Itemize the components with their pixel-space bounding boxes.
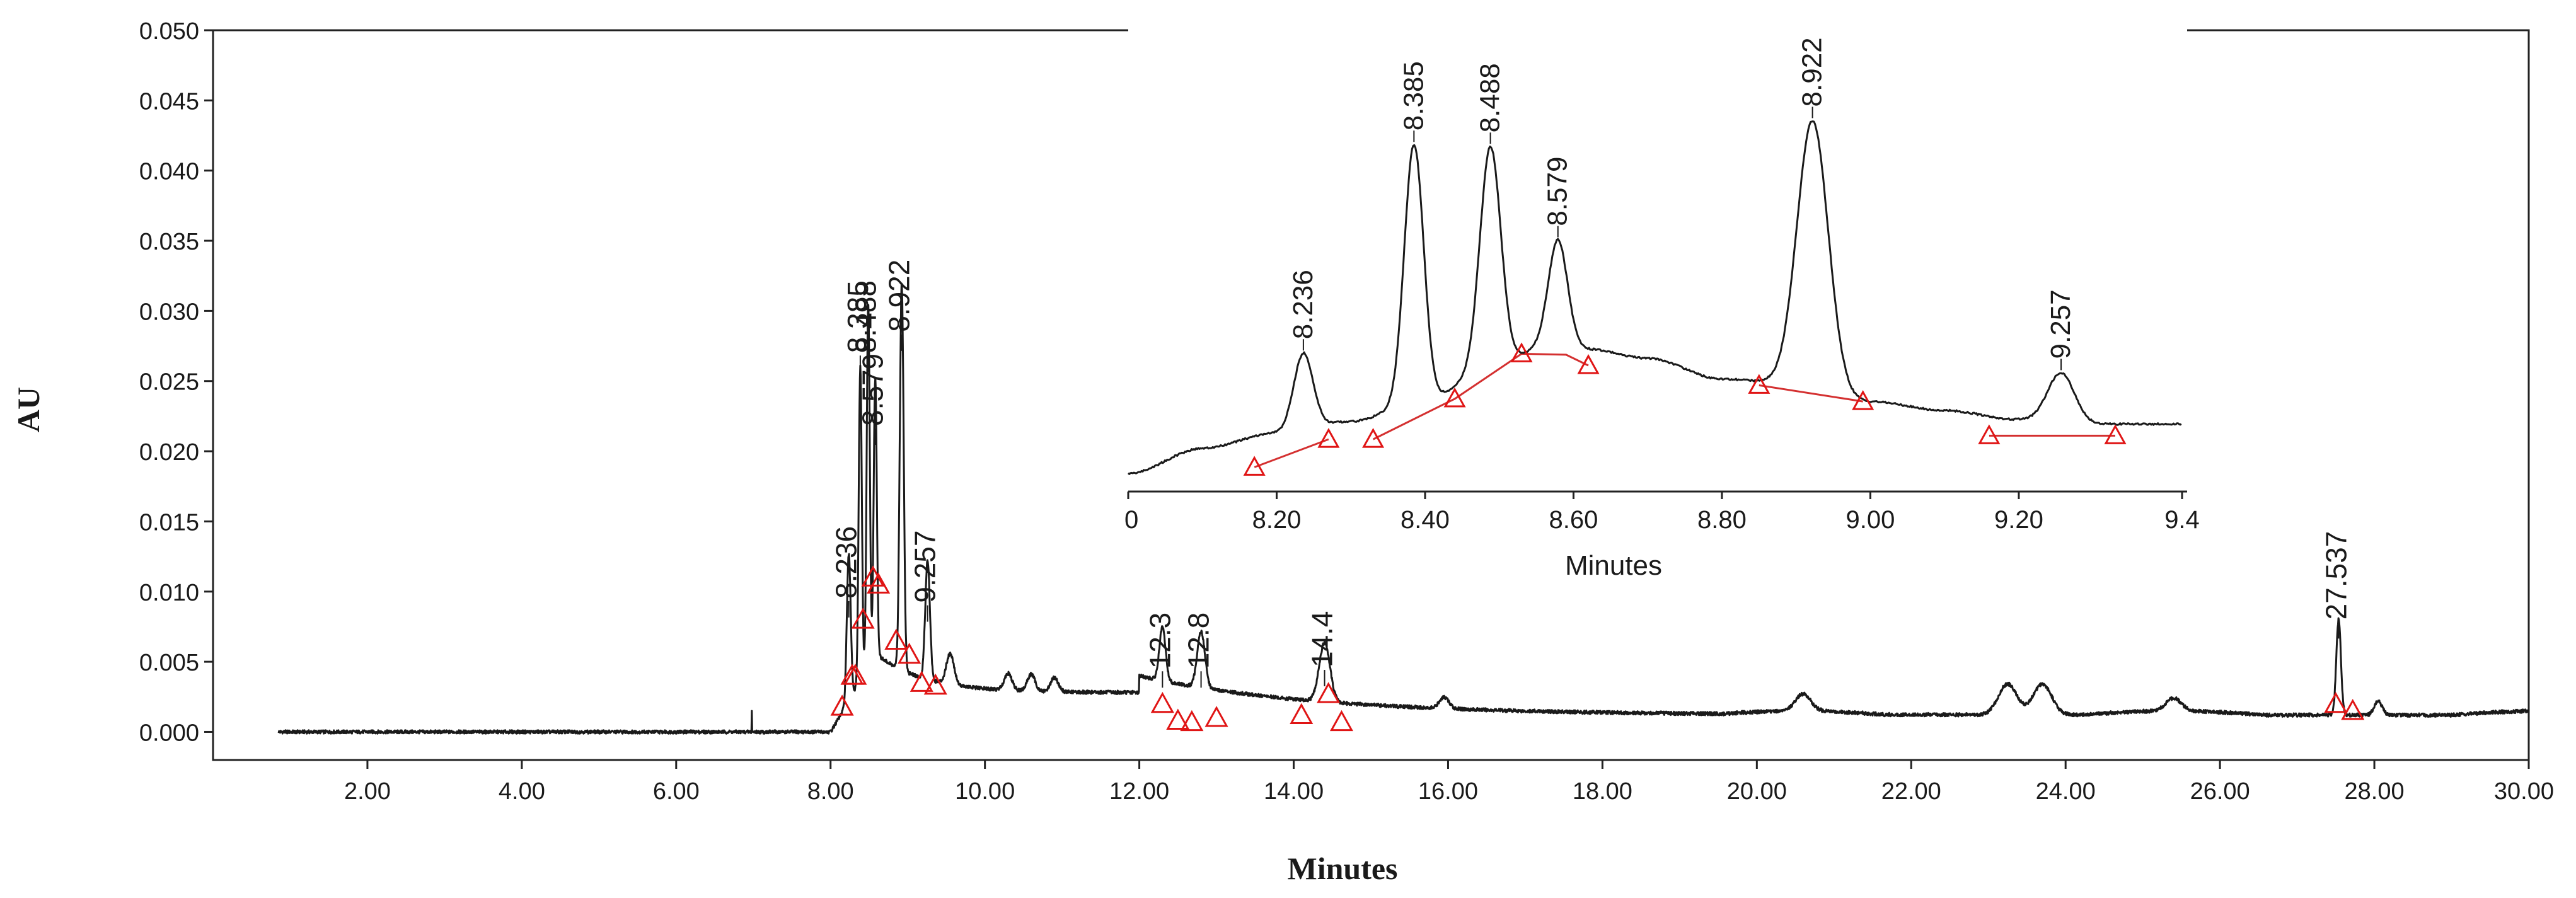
main-integration-markers: [830, 565, 2365, 732]
main-x-tick-label: 24.00: [2036, 778, 2096, 805]
inset-x-tick-label: 8.60: [1549, 506, 1598, 534]
main-peak-label: 8.922: [883, 260, 916, 332]
main-x-tick-label: 22.00: [1881, 778, 1941, 805]
main-y-tick-label: 0.015: [139, 509, 199, 536]
inset-peak-label: 9.257: [2045, 289, 2076, 359]
main-peak-label: 8.488: [849, 280, 882, 353]
inset-background: [1128, 25, 2187, 492]
main-integration-marker: [1317, 682, 1341, 703]
main-integration-marker: [1180, 710, 1204, 732]
inset-integration-marker: [1978, 424, 2001, 444]
main-y-tick-label: 0.020: [139, 439, 199, 466]
inset-x-tick-label: 8.80: [1697, 506, 1747, 534]
main-y-tick-label: 0.050: [139, 18, 199, 45]
main-y-axis-label: AU: [11, 387, 46, 432]
inset-integration-marker: [2104, 424, 2127, 444]
main-chromatogram-trace: [277, 282, 2529, 735]
inset-integration-line: [1254, 438, 1329, 468]
inset-peak-label: 8.236: [1288, 270, 1319, 339]
inset-x-tick-label: 8.40: [1401, 506, 1450, 534]
inset-integration-marker: [1577, 354, 1600, 374]
main-y-axis-ticks: 0.000 0.005 0.010 0.015 0.020 0.025 0.030 0.035…: [139, 18, 213, 746]
main-integration-marker: [910, 671, 933, 692]
main-x-tick-label: 28.00: [2345, 778, 2405, 805]
main-x-axis-ticks: 2.00 4.00 6.00 8.00 10.00 12.00 14.00 16.00 18.0…: [344, 760, 2554, 805]
main-x-tick-label: 30.00: [2494, 778, 2554, 805]
main-x-tick-label: 20.00: [1727, 778, 1787, 805]
inset-peak-label: 8.488: [1475, 63, 1506, 132]
main-peak-label: 12.3: [1143, 613, 1176, 669]
inset-integration-marker: [1748, 374, 1770, 394]
main-y-tick-label: 0.000: [139, 720, 199, 746]
inset-peak-label: 8.579: [1542, 157, 1573, 226]
main-integration-marker: [843, 664, 867, 685]
main-integration-marker: [1150, 691, 1174, 713]
main-integration-marker: [1204, 706, 1228, 727]
main-integration-marker: [1290, 703, 1314, 725]
inset-integration-line: [1759, 384, 1863, 403]
main-x-tick-label: 16.00: [1418, 778, 1478, 805]
inset-peak-label: 8.922: [1797, 37, 1828, 106]
main-peak-label: 12.8: [1182, 613, 1215, 669]
main-x-tick-label: 2.00: [344, 778, 391, 805]
main-x-tick-label: 26.00: [2190, 778, 2250, 805]
main-integration-marker: [830, 694, 854, 716]
main-peak-label: 14.4: [1306, 611, 1339, 667]
inset-x-tick-label: 0: [1124, 506, 1138, 534]
main-y-tick-label: 0.005: [139, 650, 199, 676]
main-y-tick-label: 0.025: [139, 369, 199, 396]
inset-integration-marker: [1317, 428, 1340, 448]
main-integration-marker: [851, 607, 875, 629]
inset-x-tick-label: 9.20: [1994, 506, 2043, 534]
main-integration-marker: [1166, 708, 1190, 730]
main-x-tick-label: 10.00: [955, 778, 1015, 805]
inset-x-tick-label: 9.00: [1846, 506, 1895, 534]
main-y-tick-label: 0.035: [139, 229, 199, 255]
main-y-tick-label: 0.010: [139, 580, 199, 606]
main-x-tick-label: 14.00: [1264, 778, 1324, 805]
main-x-tick-label: 8.00: [807, 778, 854, 805]
main-y-tick-label: 0.045: [139, 88, 199, 115]
inset-integration-marker: [1852, 390, 1874, 410]
inset-x-axis-ticks: 0 8.20 8.40 8.60 8.80 9.00 9.20 9.4: [1124, 492, 2200, 534]
main-x-tick-label: 12.00: [1109, 778, 1169, 805]
main-x-tick-label: 18.00: [1573, 778, 1632, 805]
main-integration-marker: [1329, 710, 1354, 732]
inset-x-axis-label: Minutes: [1565, 550, 1662, 581]
main-integration-marker: [923, 673, 947, 695]
main-y-tick-label: 0.030: [139, 299, 199, 325]
main-peak-label: 8.385: [841, 280, 874, 353]
main-chart: 0.000 0.005 0.010 0.015 0.020 0.025 0.030 0.035…: [11, 18, 2554, 886]
inset-integration-marker: [1243, 456, 1266, 476]
main-integration-marker: [884, 628, 908, 650]
main-x-axis-label: Minutes: [1288, 851, 1398, 886]
inset-integration-marker: [1362, 428, 1385, 448]
inset-peak-labels: 8.236 8.385 8.488 8.579 8.922 9.257: [1288, 37, 2076, 371]
inset-chromatogram-trace: [1128, 120, 2182, 475]
main-y-tick-label: 0.040: [139, 159, 199, 185]
inset-integration-markers: [1243, 342, 2127, 476]
main-x-tick-label: 6.00: [653, 778, 700, 805]
main-integration-marker: [867, 572, 891, 594]
main-integration-marker: [2341, 698, 2365, 720]
main-peak-label: 27.537: [2319, 531, 2352, 620]
main-integration-marker: [898, 642, 921, 664]
inset-integration-marker: [1510, 342, 1533, 362]
inset-integration-marker: [1443, 387, 1466, 408]
main-integration-marker: [2324, 691, 2348, 713]
main-x-tick-label: 4.00: [499, 778, 545, 805]
inset-x-tick-label: 9.4: [2164, 506, 2200, 534]
inset-peak-label: 8.385: [1398, 61, 1429, 130]
main-peak-label: 8.579: [857, 354, 889, 426]
main-peak-label: 9.257: [909, 530, 942, 602]
main-peak-label: 8.236: [830, 526, 863, 599]
inset-x-tick-label: 8.20: [1252, 506, 1302, 534]
